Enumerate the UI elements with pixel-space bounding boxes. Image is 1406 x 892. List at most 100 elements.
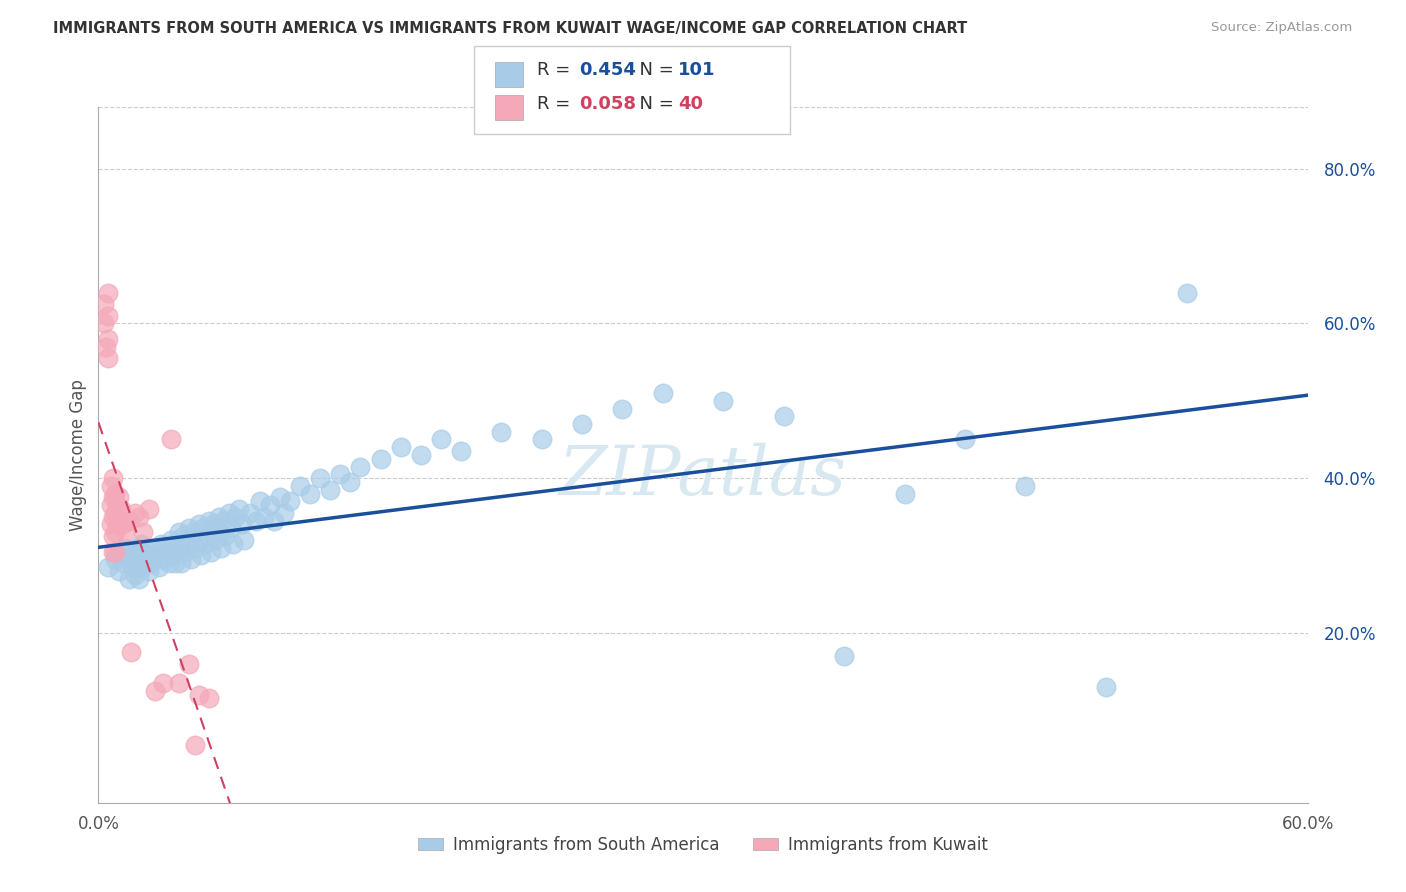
Point [103,544,125,558]
Point [101,544,124,558]
Point [370,451,392,466]
Point [179,521,201,535]
Point [651,386,673,401]
Point [209,541,232,555]
Point [118,552,141,566]
Point [128,549,150,563]
Point [222,537,245,551]
Point [125,541,148,555]
Point [269,491,291,505]
Text: 40: 40 [678,95,703,113]
Point [221,521,243,535]
Point [253,509,276,524]
Point [167,676,190,690]
Point [259,498,281,512]
Point [111,556,134,570]
Point [228,502,250,516]
Legend: Immigrants from South America, Immigrants from Kuwait: Immigrants from South America, Immigrant… [412,830,994,861]
Point [124,552,146,566]
Point [953,433,976,447]
Point [134,552,156,566]
Point [114,525,136,540]
Point [143,552,166,566]
Point [148,544,170,558]
Point [491,425,513,439]
Point [107,549,129,563]
Point [772,409,794,424]
Text: Source: ZipAtlas.com: Source: ZipAtlas.com [1212,21,1353,35]
Point [138,549,160,563]
Point [184,738,207,752]
Point [278,494,301,508]
Point [100,517,122,532]
Text: 0.058: 0.058 [579,95,637,113]
Point [103,525,125,540]
Point [163,556,186,570]
Point [179,537,201,551]
Point [224,509,246,524]
Point [212,514,235,528]
Point [208,525,231,540]
Point [204,533,226,547]
Point [111,517,134,532]
Point [118,572,141,586]
Point [339,475,361,489]
Text: IMMIGRANTS FROM SOUTH AMERICA VS IMMIGRANTS FROM KUWAIT WAGE/INCOME GAP CORRELAT: IMMIGRANTS FROM SOUTH AMERICA VS IMMIGRA… [53,21,967,37]
Point [157,541,180,555]
Point [530,433,553,447]
Point [97,285,120,300]
Point [103,552,125,566]
Point [132,544,155,558]
Point [101,471,124,485]
Point [167,525,190,540]
Point [160,433,183,447]
Point [190,549,212,563]
Text: 101: 101 [678,62,716,79]
Point [132,525,155,540]
Point [128,509,150,524]
Point [1095,680,1118,694]
Point [430,433,453,447]
Point [160,533,183,547]
Point [170,556,193,570]
Point [200,544,222,558]
Point [214,529,236,543]
Text: 0.454: 0.454 [579,62,636,79]
Point [128,572,150,586]
Point [181,525,204,540]
Point [138,502,160,516]
Point [711,393,734,408]
Point [107,491,129,505]
Point [97,332,120,346]
Point [389,440,412,454]
Point [96,340,118,354]
Point [239,506,262,520]
Text: N =: N = [628,95,681,113]
Point [309,471,332,485]
Point [172,529,194,543]
Point [188,688,211,702]
Point [107,564,129,578]
Text: N =: N = [628,62,681,79]
Point [143,683,166,698]
Point [101,491,124,505]
Point [120,544,142,558]
Point [138,564,160,578]
Text: ZIPatlas: ZIPatlas [560,442,846,509]
Point [198,691,221,706]
Point [319,483,342,497]
Point [249,494,271,508]
Point [180,552,202,566]
Point [105,517,128,532]
Point [139,556,162,570]
Point [152,552,174,566]
Point [100,479,122,493]
Point [198,529,221,543]
Point [263,514,285,528]
Point [198,514,221,528]
Point [188,517,211,532]
Point [194,537,217,551]
Text: R =: R = [537,95,576,113]
Point [101,529,124,543]
Point [832,648,855,663]
